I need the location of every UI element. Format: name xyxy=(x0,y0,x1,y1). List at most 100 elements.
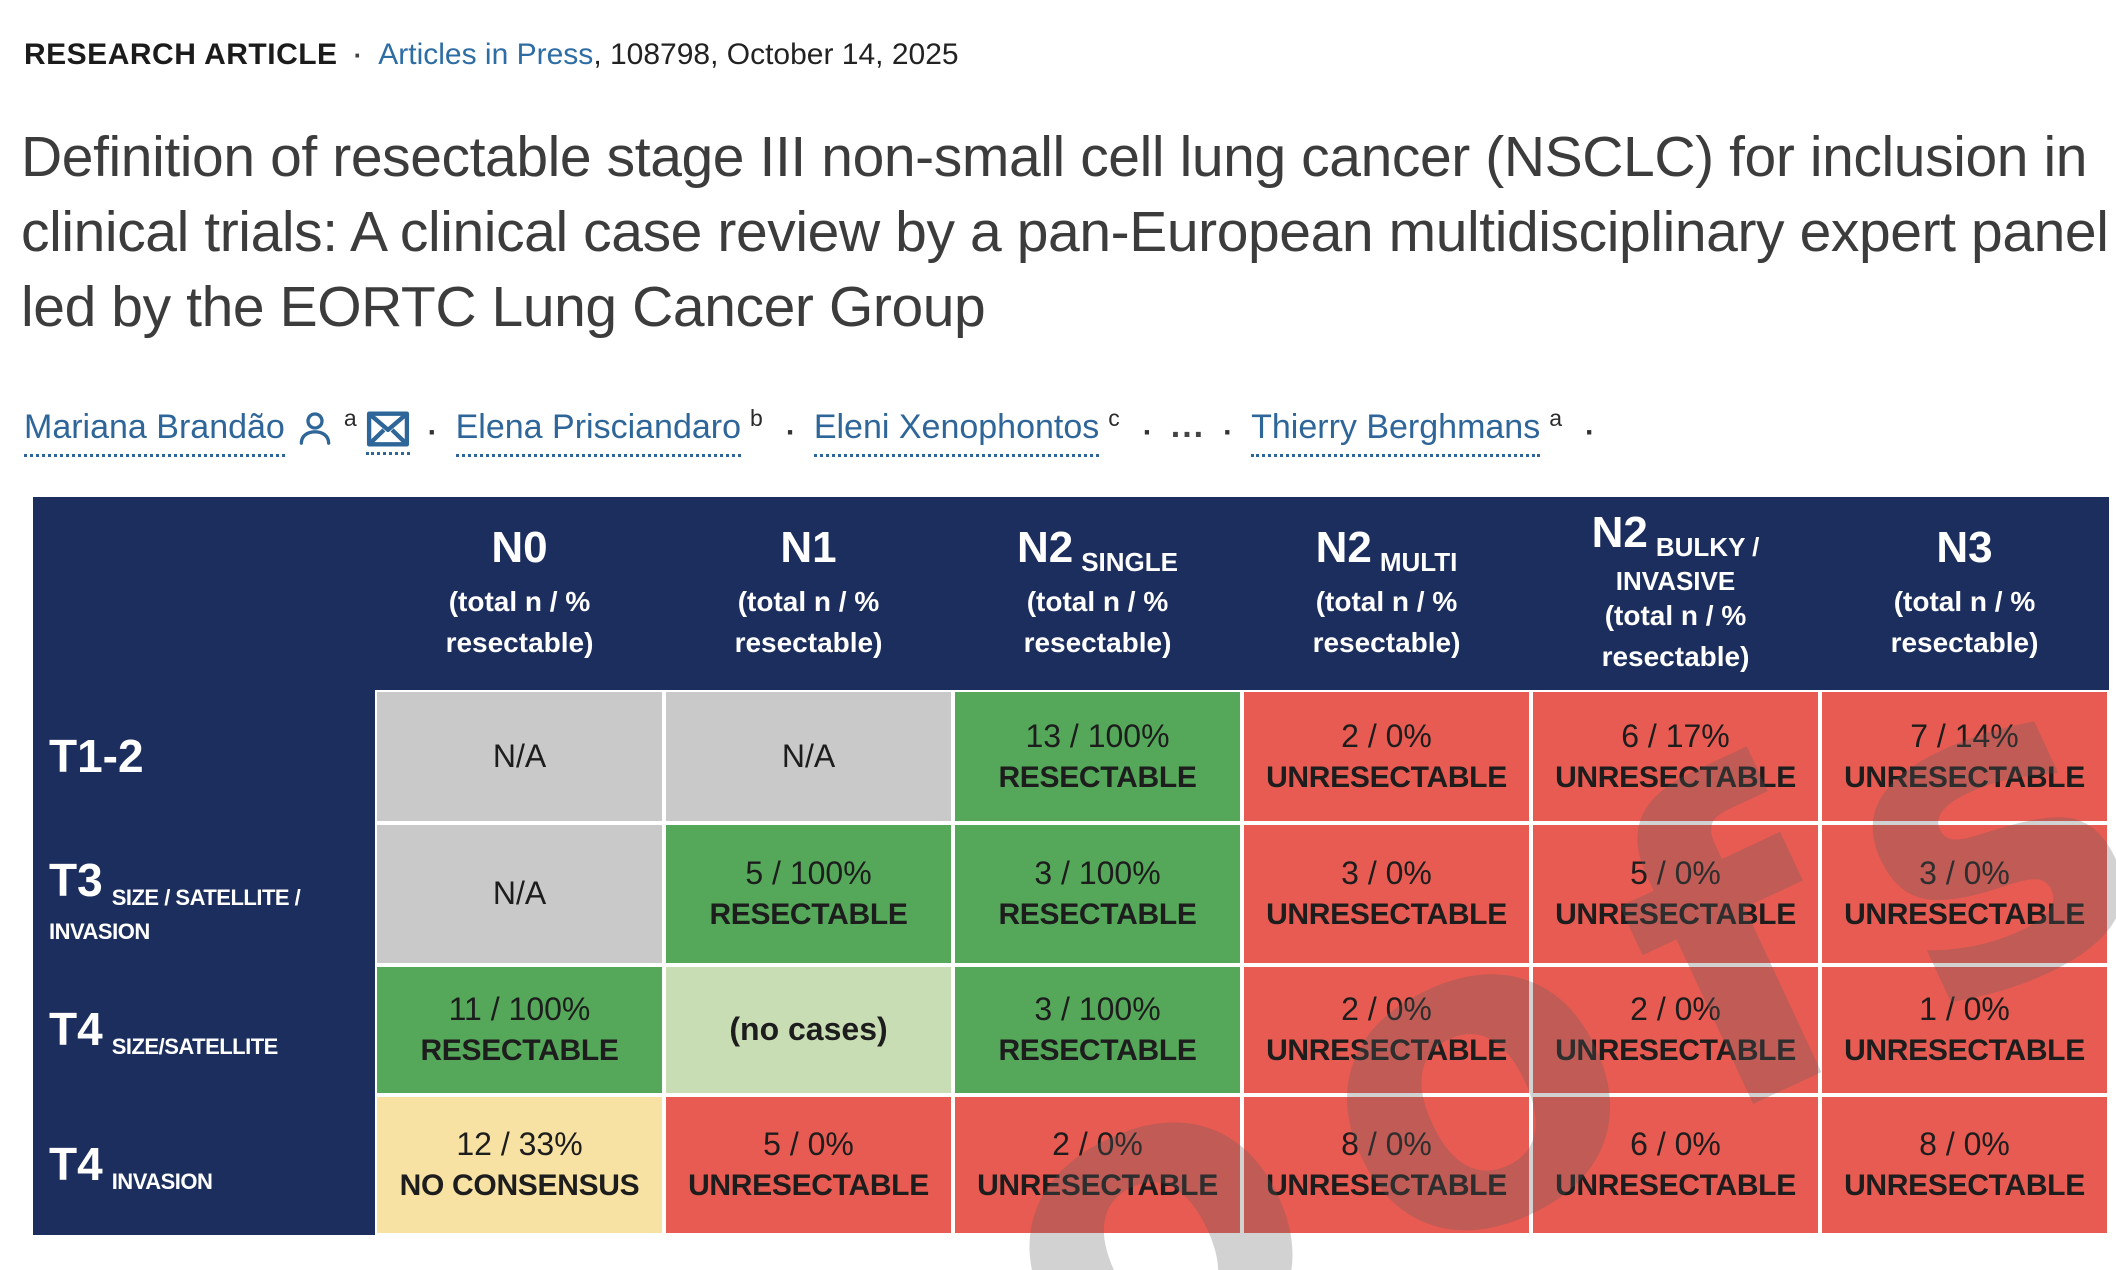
cell-value: 2 / 0% xyxy=(1341,991,1432,1028)
cell-status: UNRESECTABLE xyxy=(1844,1169,2085,1203)
table-cell: 7 / 14% UNRESECTABLE xyxy=(1820,690,2109,823)
column-header-n1: N1 (total n / % resectable) xyxy=(664,497,953,690)
table-cell: 8 / 0% UNRESECTABLE xyxy=(1242,1095,1531,1235)
cell-status: UNRESECTABLE xyxy=(1555,1034,1796,1068)
row-label-t3-size-satellite-invasion: T3 SIZE / SATELLITE / INVASION xyxy=(33,823,375,965)
author-affiliation-sup: a xyxy=(343,405,357,431)
cell-value: 7 / 14% xyxy=(1910,717,2019,754)
dot-separator: · xyxy=(353,40,363,70)
article-id-date: , 108798, October 14, 2025 xyxy=(593,38,959,71)
table-cell: 2 / 0% UNRESECTABLE xyxy=(1531,965,1820,1095)
author-item: Mariana Brandão a xyxy=(24,405,410,457)
author-name-link[interactable]: Thierry Berghmans xyxy=(1251,408,1541,457)
cell-value: 3 / 0% xyxy=(1341,855,1432,892)
table-cell: 3 / 0% UNRESECTABLE xyxy=(1820,823,2109,965)
cell-status: UNRESECTABLE xyxy=(1266,760,1507,794)
cell-value: 12 / 33% xyxy=(456,1126,583,1163)
cell-status: UNRESECTABLE xyxy=(1555,898,1796,932)
cell-value: 6 / 17% xyxy=(1621,717,1730,754)
more-authors-ellipsis[interactable]: ... xyxy=(1170,407,1206,445)
author-name-link[interactable]: Mariana Brandão xyxy=(24,408,285,457)
column-header-note: (total n / % resectable) xyxy=(1312,586,1461,658)
cell-status: UNRESECTABLE xyxy=(1555,760,1796,794)
cell-status: UNRESECTABLE xyxy=(1844,1034,2085,1068)
table-corner-cell xyxy=(33,497,375,690)
cell-status: RESECTABLE xyxy=(998,1034,1197,1068)
column-header-n2-bulky-invasive: N2 BULKY / INVASIVE (total n / % resectab… xyxy=(1531,497,1820,690)
table-cell: 2 / 0% UNRESECTABLE xyxy=(953,1095,1242,1235)
column-header-n2-single: N2 SINGLE (total n / % resectable) xyxy=(953,497,1242,690)
author-name-link[interactable]: Elena Prisciandaro xyxy=(455,408,742,457)
cell-value: 8 / 0% xyxy=(1919,1126,2010,1163)
author-item: Elena Prisciandaro b xyxy=(455,405,768,457)
cell-value: N/A xyxy=(781,737,836,774)
cell-value: 5 / 0% xyxy=(763,1126,854,1163)
author-list: Mariana Brandão a · Elena Prisciandaro b ·… xyxy=(24,405,1613,457)
dot-separator: · xyxy=(785,415,796,449)
table-cell: 3 / 0% UNRESECTABLE xyxy=(1242,823,1531,965)
table-cell: 3 / 100% RESECTABLE xyxy=(953,965,1242,1095)
table-cell: 13 / 100% RESECTABLE xyxy=(953,690,1242,823)
cell-status: UNRESECTABLE xyxy=(1266,1169,1507,1203)
dot-separator: · xyxy=(427,415,438,449)
table-cell: N/A xyxy=(664,690,953,823)
cell-status: UNRESECTABLE xyxy=(1844,760,2085,794)
column-header-note: (total n / % resectable) xyxy=(734,586,883,658)
cell-status: NO CONSENSUS xyxy=(399,1169,640,1203)
cell-value: 11 / 100% xyxy=(448,991,591,1028)
table-cell: 5 / 0% UNRESECTABLE xyxy=(1531,823,1820,965)
cell-status: UNRESECTABLE xyxy=(688,1169,929,1203)
table-cell: 2 / 0% UNRESECTABLE xyxy=(1242,965,1531,1095)
cell-value: 3 / 0% xyxy=(1919,855,2010,892)
column-header-note: (total n / % resectable) xyxy=(1890,586,2039,658)
author-item: Thierry Berghmans a xyxy=(1251,405,1567,457)
dot-separator: · xyxy=(1142,415,1153,449)
table-cell: 12 / 33% NO CONSENSUS xyxy=(375,1095,664,1235)
column-header-note: (total n / % resectable) xyxy=(1601,600,1750,672)
article-title: Definition of resectable stage III non-s… xyxy=(21,125,2109,340)
cell-value: 2 / 0% xyxy=(1630,991,1721,1028)
cell-value: 8 / 0% xyxy=(1341,1126,1432,1163)
cell-status: RESECTABLE xyxy=(709,898,908,932)
author-name-link[interactable]: Eleni Xenophontos xyxy=(813,408,1100,457)
resectability-table: N0 (total n / % resectable) N1 (total n … xyxy=(33,497,2109,1235)
cell-status: UNRESECTABLE xyxy=(1844,898,2085,932)
envelope-icon[interactable] xyxy=(365,411,410,455)
author-affiliation-sup: c xyxy=(1108,405,1120,431)
table-cell: 5 / 100% RESECTABLE xyxy=(664,823,953,965)
cell-status: UNRESECTABLE xyxy=(1555,1169,1796,1203)
column-header-n2-multi: N2 MULTI (total n / % resectable) xyxy=(1242,497,1531,690)
cell-status: RESECTABLE xyxy=(998,760,1197,794)
column-header-note: (total n / % resectable) xyxy=(445,586,594,658)
dot-separator: · xyxy=(1585,415,1596,449)
column-header-n3: N3 (total n / % resectable) xyxy=(1820,497,2109,690)
table-cell: 11 / 100% RESECTABLE xyxy=(375,965,664,1095)
table-cell: 6 / 0% UNRESECTABLE xyxy=(1531,1095,1820,1235)
table-cell: (no cases) xyxy=(664,965,953,1095)
row-label-t4-invasion: T4 INVASION xyxy=(33,1095,375,1235)
cell-value: 2 / 0% xyxy=(1341,717,1432,754)
articles-in-press-link[interactable]: Articles in Press xyxy=(378,38,594,71)
row-label-t4-size-satellite: T4 SIZE/SATELLITE xyxy=(33,965,375,1095)
cell-value: 3 / 100% xyxy=(1034,855,1161,892)
cell-status: UNRESECTABLE xyxy=(1266,898,1507,932)
article-meta-line: RESEARCH ARTICLE · Articles in Press, 10… xyxy=(24,38,959,72)
cell-value: 13 / 100% xyxy=(1025,717,1170,754)
row-label-t1-2: T1-2 xyxy=(33,690,375,823)
dot-separator: · xyxy=(1223,415,1234,449)
article-type-label: RESEARCH ARTICLE xyxy=(24,38,338,71)
cell-value: 1 / 0% xyxy=(1919,991,2010,1028)
table-cell: 8 / 0% UNRESECTABLE xyxy=(1820,1095,2109,1235)
cell-value: N/A xyxy=(492,875,547,912)
person-icon xyxy=(295,409,335,449)
cell-value: 6 / 0% xyxy=(1630,1126,1721,1163)
cell-value: 3 / 100% xyxy=(1034,991,1161,1028)
table-cell: 1 / 0% UNRESECTABLE xyxy=(1820,965,2109,1095)
table-cell: 2 / 0% UNRESECTABLE xyxy=(1242,690,1531,823)
author-item: Eleni Xenophontos c xyxy=(813,405,1125,457)
cell-value: (no cases) xyxy=(729,1011,888,1048)
cell-status: RESECTABLE xyxy=(420,1034,619,1068)
table-cell: 6 / 17% UNRESECTABLE xyxy=(1531,690,1820,823)
table-cell: 3 / 100% RESECTABLE xyxy=(953,823,1242,965)
cell-status: UNRESECTABLE xyxy=(977,1169,1218,1203)
